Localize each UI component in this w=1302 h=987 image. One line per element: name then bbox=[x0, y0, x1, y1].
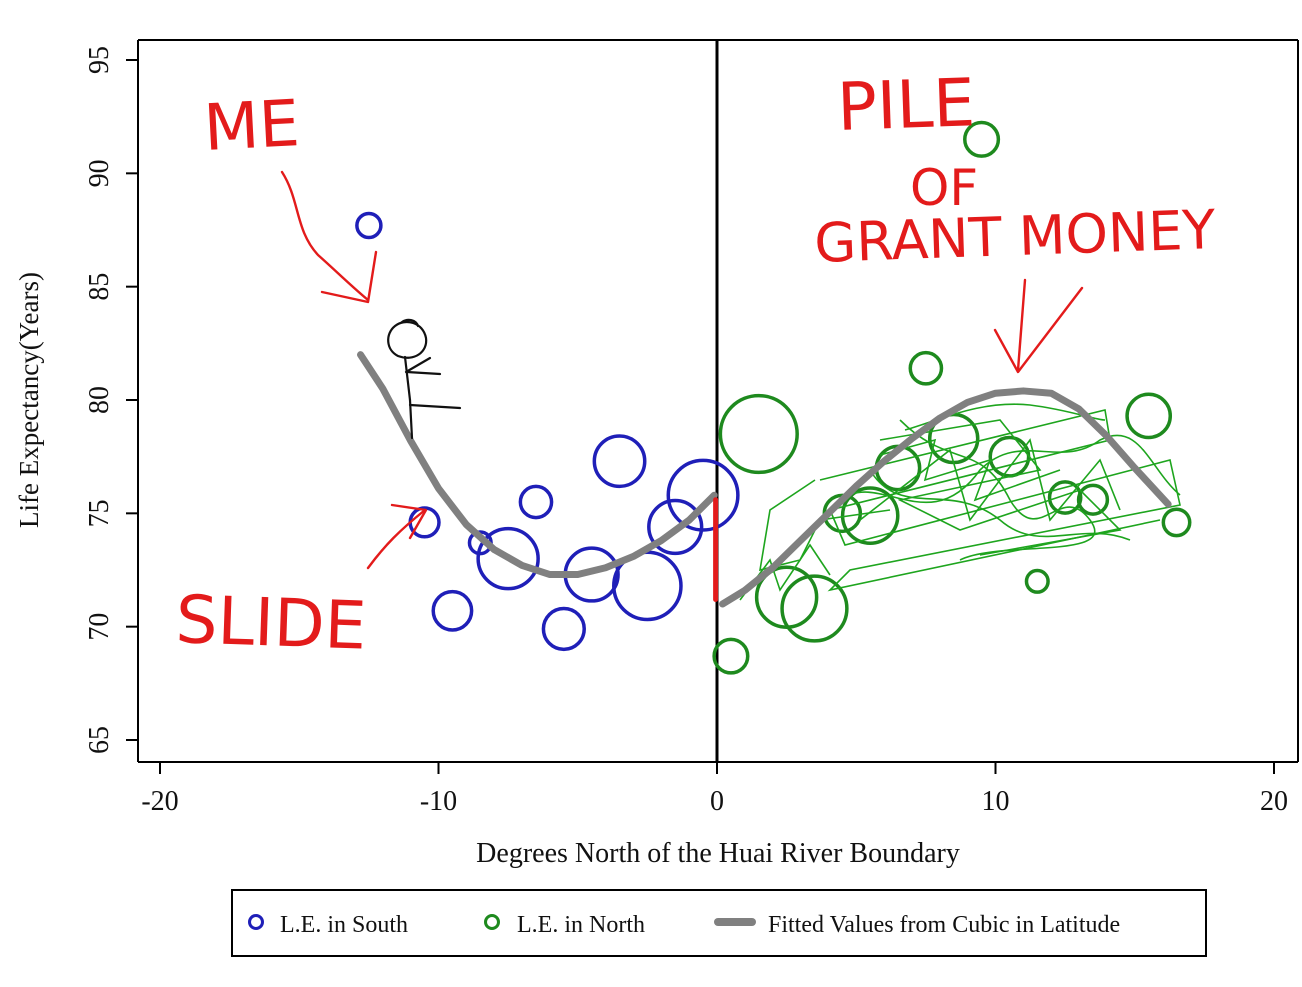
south-point bbox=[355, 211, 383, 240]
south-point bbox=[476, 526, 540, 591]
annotation-pile: PILE bbox=[836, 64, 976, 146]
y-tick-label: 70 bbox=[84, 613, 115, 641]
x-tick-label: 0 bbox=[710, 786, 724, 817]
scribble-pile bbox=[739, 403, 1181, 601]
annotation-of: OF bbox=[910, 159, 978, 217]
south-point bbox=[647, 498, 704, 556]
x-tick-label: -10 bbox=[420, 786, 457, 817]
legend-fit-label: Fitted Values from Cubic in Latitude bbox=[768, 912, 1120, 938]
y-axis-ticks: 65 70 75 80 85 90 95 bbox=[84, 46, 138, 754]
south-point bbox=[518, 484, 554, 520]
north-point bbox=[712, 637, 750, 675]
annotation-slide: SLIDE bbox=[174, 581, 367, 665]
legend-south-marker bbox=[248, 914, 264, 930]
south-point bbox=[541, 606, 586, 652]
x-tick-label: -20 bbox=[141, 786, 178, 817]
fit-line-north bbox=[719, 387, 1172, 608]
north-point bbox=[1024, 568, 1050, 594]
stick-figure-drawing bbox=[387, 318, 462, 440]
south-point bbox=[666, 458, 740, 532]
annotation-arrows bbox=[280, 170, 1084, 570]
south-series bbox=[355, 211, 740, 652]
y-tick-label: 75 bbox=[84, 499, 115, 527]
north-point bbox=[718, 393, 799, 475]
y-tick-label: 85 bbox=[84, 273, 115, 301]
north-point bbox=[963, 120, 1001, 158]
south-point bbox=[592, 434, 647, 489]
annotation-grant-money: GRANT MONEY bbox=[813, 198, 1217, 275]
north-point bbox=[780, 574, 849, 643]
y-axis-label: Life Expectancy(Years) bbox=[14, 272, 44, 528]
x-axis-ticks: -20 -10 0 10 20 bbox=[141, 762, 1288, 817]
x-tick-label: 20 bbox=[1260, 786, 1288, 817]
legend: L.E. in South L.E. in North Fitted Value… bbox=[231, 889, 1207, 957]
north-point bbox=[840, 486, 900, 545]
north-point bbox=[1161, 507, 1192, 538]
legend-north-label: L.E. in North bbox=[517, 912, 645, 938]
north-point bbox=[1047, 480, 1083, 515]
arrow-to-curve bbox=[366, 508, 427, 570]
fit-line-south bbox=[357, 351, 718, 579]
north-point bbox=[988, 435, 1031, 478]
y-tick-label: 80 bbox=[84, 386, 115, 414]
north-point bbox=[1125, 392, 1173, 440]
annotation-me: ME bbox=[202, 87, 301, 166]
arrow-to-pile bbox=[1016, 278, 1027, 372]
arrow-to-figure bbox=[280, 170, 370, 302]
x-axis-label: Degrees North of the Huai River Boundary bbox=[476, 838, 960, 869]
legend-south-label: L.E. in South bbox=[280, 912, 408, 938]
y-tick-label: 65 bbox=[84, 726, 115, 754]
annotations: ME PILE OF GRANT MONEY SLIDE bbox=[174, 64, 1217, 664]
legend-north-marker bbox=[484, 914, 500, 930]
north-point bbox=[1076, 483, 1110, 516]
north-point bbox=[908, 350, 944, 386]
y-tick-label: 90 bbox=[84, 159, 115, 187]
y-tick-label: 95 bbox=[84, 46, 115, 74]
south-point bbox=[431, 589, 474, 632]
x-tick-label: 10 bbox=[982, 786, 1010, 817]
